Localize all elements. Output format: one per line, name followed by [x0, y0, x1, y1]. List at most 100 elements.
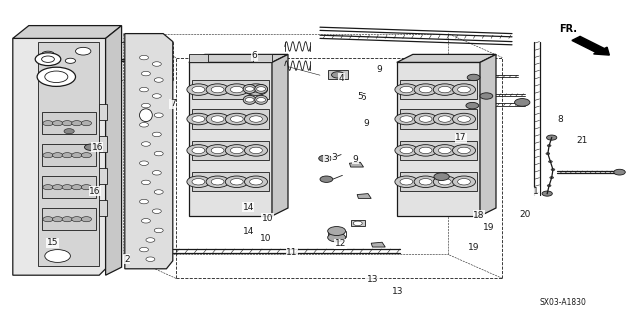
Text: 20: 20: [519, 210, 531, 219]
Text: 19: 19: [483, 223, 494, 232]
Circle shape: [466, 102, 479, 109]
Circle shape: [433, 176, 456, 188]
Circle shape: [458, 86, 470, 93]
Circle shape: [452, 113, 476, 125]
Polygon shape: [357, 194, 371, 198]
Bar: [42, 208, 96, 230]
Circle shape: [245, 98, 254, 102]
Circle shape: [192, 86, 205, 93]
Circle shape: [257, 98, 266, 102]
Circle shape: [45, 71, 68, 83]
Circle shape: [419, 179, 432, 185]
Circle shape: [320, 176, 333, 182]
Bar: [99, 200, 107, 216]
Ellipse shape: [140, 109, 152, 122]
Circle shape: [154, 228, 163, 233]
Circle shape: [458, 116, 470, 122]
Circle shape: [230, 147, 243, 154]
Circle shape: [206, 84, 229, 95]
Circle shape: [257, 87, 266, 91]
Circle shape: [480, 93, 493, 99]
Circle shape: [141, 180, 150, 185]
Circle shape: [187, 84, 210, 95]
Circle shape: [433, 84, 456, 95]
Circle shape: [419, 116, 432, 122]
FancyArrow shape: [572, 36, 609, 55]
Bar: [192, 80, 269, 99]
Text: 16: 16: [92, 143, 103, 152]
Circle shape: [419, 86, 432, 93]
Bar: [99, 168, 107, 184]
Bar: [400, 141, 477, 160]
Circle shape: [353, 221, 362, 226]
Bar: [192, 109, 269, 129]
Circle shape: [400, 179, 413, 185]
Circle shape: [140, 199, 148, 204]
Circle shape: [244, 176, 268, 188]
Bar: [400, 109, 477, 129]
Circle shape: [244, 84, 268, 95]
Circle shape: [152, 132, 161, 137]
Text: 5: 5: [361, 93, 366, 102]
Circle shape: [245, 87, 254, 91]
Circle shape: [192, 116, 205, 122]
Polygon shape: [189, 54, 288, 62]
Circle shape: [192, 179, 205, 185]
Circle shape: [187, 113, 210, 125]
Circle shape: [400, 147, 413, 154]
Bar: [328, 70, 348, 79]
Circle shape: [614, 169, 625, 175]
Circle shape: [35, 53, 61, 66]
Text: 8: 8: [557, 116, 563, 124]
Circle shape: [140, 247, 148, 252]
Text: 13: 13: [367, 275, 378, 284]
Text: 13: 13: [392, 287, 404, 296]
Circle shape: [140, 161, 148, 165]
Circle shape: [452, 145, 476, 156]
Circle shape: [72, 217, 82, 222]
Circle shape: [547, 135, 557, 140]
Circle shape: [452, 176, 476, 188]
Circle shape: [37, 67, 76, 86]
Circle shape: [395, 176, 418, 188]
Circle shape: [42, 56, 54, 62]
Circle shape: [414, 113, 437, 125]
Text: 9: 9: [353, 155, 358, 164]
Circle shape: [81, 121, 92, 126]
Circle shape: [37, 57, 50, 63]
Text: 2: 2: [124, 255, 129, 264]
Circle shape: [52, 217, 63, 222]
Text: 11: 11: [286, 248, 298, 257]
Circle shape: [45, 250, 70, 262]
Text: 19: 19: [468, 243, 479, 252]
Circle shape: [438, 147, 451, 154]
Circle shape: [438, 179, 451, 185]
Bar: [99, 104, 107, 120]
Circle shape: [62, 185, 72, 190]
Text: 6: 6: [252, 52, 257, 60]
Circle shape: [395, 84, 418, 95]
Text: 3: 3: [332, 153, 337, 162]
Polygon shape: [13, 26, 122, 38]
Circle shape: [141, 103, 150, 108]
Circle shape: [187, 145, 210, 156]
Circle shape: [551, 169, 555, 171]
Circle shape: [244, 145, 268, 156]
Polygon shape: [106, 26, 122, 275]
Circle shape: [43, 217, 53, 222]
Bar: [351, 220, 365, 226]
Circle shape: [250, 86, 262, 93]
Circle shape: [206, 176, 229, 188]
Bar: [99, 136, 107, 152]
Circle shape: [187, 176, 210, 188]
Circle shape: [154, 190, 163, 194]
Circle shape: [332, 72, 344, 78]
Circle shape: [52, 185, 63, 190]
Polygon shape: [13, 38, 106, 275]
Text: 9: 9: [377, 65, 382, 74]
Text: 9: 9: [364, 119, 369, 128]
Circle shape: [400, 116, 413, 122]
Circle shape: [141, 71, 150, 76]
Circle shape: [152, 62, 161, 66]
Circle shape: [146, 257, 155, 261]
